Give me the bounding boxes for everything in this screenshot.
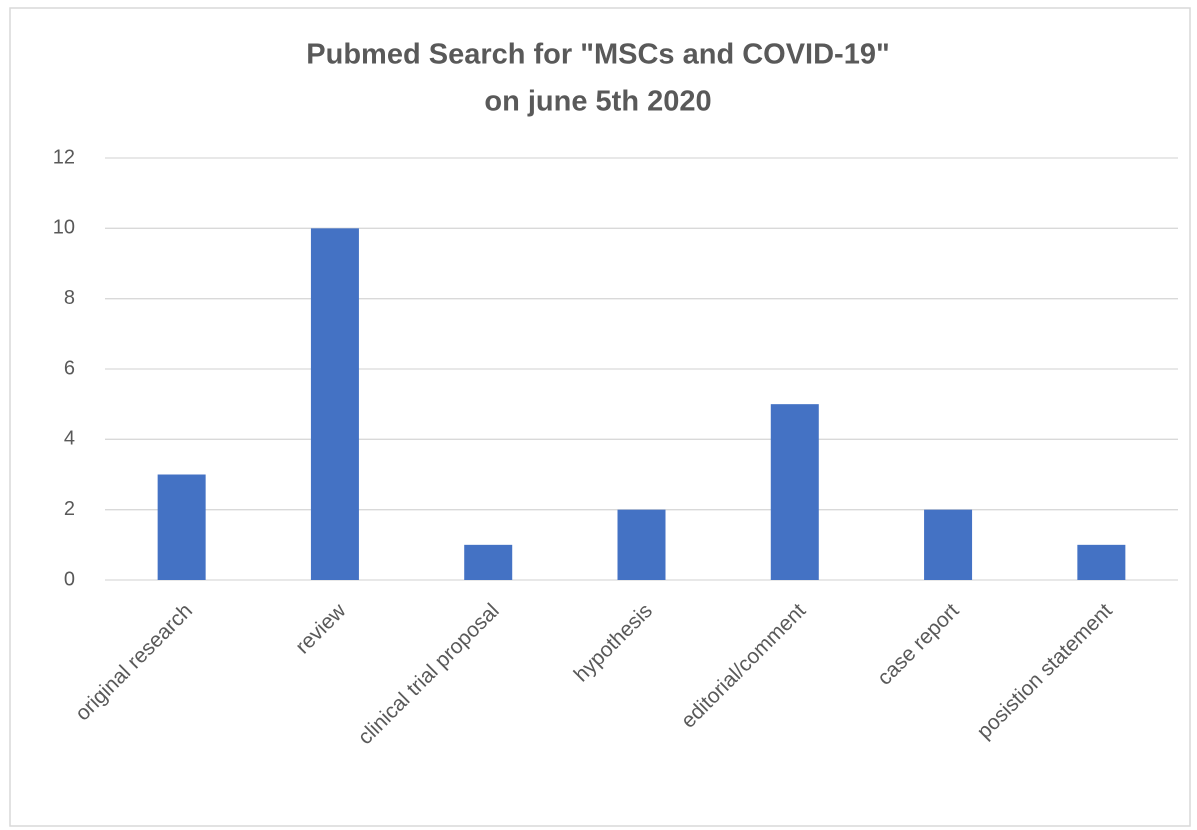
bar <box>924 509 973 580</box>
y-tick-label: 10 <box>53 217 75 239</box>
y-tick-label: 12 <box>53 146 75 168</box>
bar <box>157 474 206 580</box>
bar <box>310 228 359 581</box>
bar <box>1077 544 1126 580</box>
y-tick-label: 8 <box>64 287 75 309</box>
y-tick-label: 2 <box>64 498 75 520</box>
bar <box>617 509 666 580</box>
bar <box>464 544 513 580</box>
chart-title: Pubmed Search for "MSCs and COVID-19" <box>306 39 889 71</box>
y-tick-label: 0 <box>64 568 75 590</box>
y-tick-label: 6 <box>64 357 75 379</box>
y-tick-label: 4 <box>64 428 75 450</box>
chart-border <box>9 7 1191 827</box>
bar <box>770 404 819 580</box>
chart-title: on june 5th 2020 <box>484 86 711 118</box>
